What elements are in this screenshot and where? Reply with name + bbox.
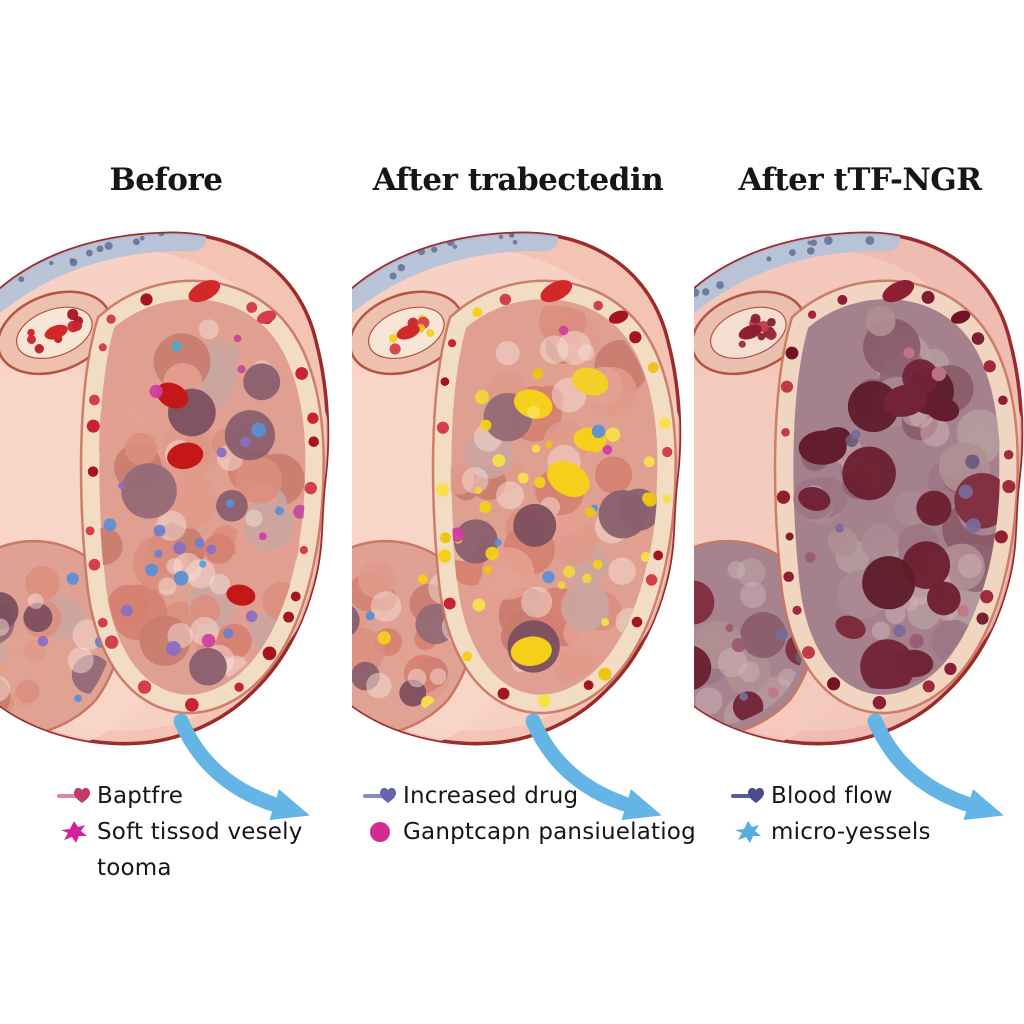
outer-tissue [352,231,682,746]
legend-before: Baptfre Soft tissod vesely tooma [56,782,303,882]
tumor-lobe [431,279,677,715]
lower-tumor-lobe [0,539,122,738]
legend-item: Soft tissod vesely [56,818,303,846]
cross-section-vessel [352,290,464,376]
legend-label: Ganptcapn pansiuelatiog [403,819,696,845]
tissue-illustration-before [0,231,330,820]
legend-item: Increased drug [362,782,696,810]
legend-item: micro-yessels [730,818,931,846]
cross-section-vessel [694,290,806,376]
legend-label: micro-yessels [771,819,931,845]
blood-flow-arrow [867,713,1004,820]
blood-flow-arrow [525,713,662,820]
magenta-splat-icon [56,818,92,846]
cross-section-vessel [0,290,112,376]
blood-flow-arrow [173,713,310,820]
panel-after-ttf-ngr: After tTF-NGR [694,148,1024,838]
tumor-vessel-band [776,280,1016,710]
outer-tissue [0,231,330,746]
indigo-pin-icon [730,782,766,810]
panel-before: Before [0,148,332,838]
tissue-illustration-after-ttf-ngr [694,231,1024,820]
purple-pin-icon [362,782,398,810]
panel-title-after-ttf-ngr: After tTF-NGR [738,162,982,198]
tumor-vessel-band [436,280,673,708]
tumor-lobe [79,279,325,715]
blue-splat-icon [730,818,766,846]
legend-label: Soft tissod vesely [97,819,303,845]
tumor-lobe [773,279,1019,715]
outer-tissue [694,231,1024,746]
tissue-illustration-after-trabectedin [352,231,682,820]
panel-after-trabectedin: After trabectedin [352,148,684,838]
legend-after-trabectedin: Increased drug Ganptcapn pansiuelatiog [362,782,696,846]
legend-label: tooma [97,855,172,881]
panel-title-before: Before [109,162,224,198]
legend-label: Blood flow [771,783,893,809]
legend-after-ttf-ngr: Blood flow micro-yessels [730,782,931,846]
tumor-vessel-band [85,280,319,712]
legend-item: Ganptcapn pansiuelatiog [362,818,696,846]
legend-item: Baptfre [56,782,303,810]
legend-item: Blood flow [730,782,931,810]
magenta-dot-icon [362,818,398,846]
legend-label: Increased drug [403,783,579,809]
panel-title-after-trabectedin: After trabectedin [372,162,664,198]
legend-label: Baptfre [97,783,184,809]
pink-pin-icon [56,782,92,810]
legend-item: tooma [56,854,303,882]
